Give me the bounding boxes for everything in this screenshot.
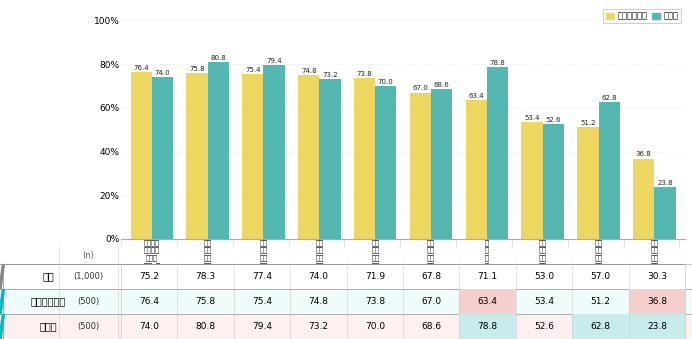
Text: 75.4: 75.4: [245, 67, 261, 73]
Bar: [186, 73, 208, 239]
Text: 75.8: 75.8: [189, 66, 205, 72]
Bar: [459, 314, 516, 339]
Text: 73.2: 73.2: [322, 72, 338, 78]
Bar: [410, 93, 431, 239]
Text: 23.8: 23.8: [657, 180, 673, 186]
Text: 71.9: 71.9: [365, 272, 385, 281]
Bar: [466, 100, 487, 239]
Text: 63.4: 63.4: [468, 93, 484, 99]
Text: 75.4: 75.4: [252, 297, 272, 306]
Text: (1,000): (1,000): [73, 272, 103, 281]
Text: 仕
事
を
任
せ
て
く
れ
る: 仕 事 を 任 せ て く れ る: [485, 239, 489, 307]
Text: 36.8: 36.8: [647, 297, 667, 306]
Text: 73.8: 73.8: [356, 71, 372, 77]
Text: 73.8: 73.8: [365, 297, 385, 306]
Text: 70.0: 70.0: [378, 79, 394, 85]
Text: 67.0: 67.0: [412, 85, 428, 92]
Bar: [628, 314, 685, 339]
Text: 62.8: 62.8: [601, 95, 617, 101]
Text: 78.3: 78.3: [196, 272, 216, 281]
Text: 74.0: 74.0: [139, 322, 159, 331]
Bar: [0, 314, 692, 339]
Text: 74.0: 74.0: [154, 70, 170, 76]
Text: (n): (n): [82, 251, 94, 260]
Text: く公
れ平
　に
　評
　価
　し
　て: く公 れ平 に 評 価 し て: [260, 239, 268, 292]
Text: 53.4: 53.4: [534, 297, 554, 306]
Bar: [0, 289, 692, 314]
Bar: [152, 77, 173, 239]
Text: 76.4: 76.4: [139, 297, 159, 306]
Text: も仕
　事
　の
　ミ
　ス
　が
　あ
　っ
　て
　、
　叱
　ら
　な
　い: も仕 事 の ミ ス が あ っ て 、 叱 ら な い: [650, 239, 658, 339]
Text: 77.4: 77.4: [252, 272, 272, 281]
Text: 51.2: 51.2: [580, 120, 596, 126]
Bar: [599, 102, 620, 239]
Text: 67.0: 67.0: [421, 297, 441, 306]
Text: 53.0: 53.0: [534, 272, 554, 281]
Bar: [0, 264, 692, 289]
Text: (500): (500): [77, 322, 100, 331]
Text: 管理職: 管理職: [39, 321, 57, 332]
Text: 75.8: 75.8: [196, 297, 216, 306]
Text: 78.8: 78.8: [489, 60, 505, 66]
Text: 73.2: 73.2: [309, 322, 329, 331]
Bar: [298, 76, 319, 239]
Text: し成
て果
くに
れ対
　し
　て
　評
　価: し成 て果 くに れ対 し て 評 価: [203, 239, 212, 299]
Bar: [655, 187, 675, 239]
Bar: [543, 124, 564, 239]
Legend: デジタル世代, 管理職: デジタル世代, 管理職: [603, 9, 681, 23]
Bar: [375, 86, 397, 239]
Text: 52.6: 52.6: [534, 322, 554, 331]
Text: て好
くき
れな
　仕
　事
　を
　や
　ら
　せ: て好 くき れな 仕 事 を や ら せ: [538, 239, 547, 307]
Bar: [319, 79, 340, 239]
Text: 52.6: 52.6: [545, 117, 561, 123]
Bar: [522, 122, 543, 239]
Text: 68.6: 68.6: [434, 82, 450, 88]
Text: 仕挑
事戦
をし
任が
せい
ての
くあ
れる
る: 仕挑 事戦 をし 任が せい ての くあ れる る: [594, 239, 603, 307]
Text: 62.8: 62.8: [590, 322, 610, 331]
Bar: [459, 289, 516, 314]
Text: 23.8: 23.8: [647, 322, 667, 331]
Text: 全体: 全体: [43, 272, 54, 281]
Text: 78.8: 78.8: [477, 322, 498, 331]
Text: く明
れ確
　な
　指
　示
　を
　し
　て: く明 れ確 な 指 示 を し て: [371, 239, 379, 299]
Bar: [264, 65, 284, 239]
Text: 67.8: 67.8: [421, 272, 441, 281]
Text: 79.4: 79.4: [252, 322, 272, 331]
Text: 57.0: 57.0: [590, 272, 610, 281]
Text: 36.8: 36.8: [636, 152, 652, 157]
Bar: [131, 72, 152, 239]
Bar: [577, 127, 599, 239]
Text: 74.0: 74.0: [309, 272, 329, 281]
Bar: [633, 159, 655, 239]
Bar: [572, 314, 628, 339]
Bar: [628, 289, 685, 314]
Text: 75.2: 75.2: [139, 272, 159, 281]
Bar: [431, 89, 453, 239]
Text: れいて仕
るて相で
　談困
　に っ
　乗た
　っ事
　てに
　くつ
　れい
　るて: れいて仕 るて相で 談困 に っ 乗た っ事 てに くつ れい るて: [144, 239, 160, 314]
Text: 80.8: 80.8: [210, 55, 226, 61]
Text: 71.1: 71.1: [477, 272, 498, 281]
Text: 51.2: 51.2: [590, 297, 610, 306]
Bar: [354, 78, 375, 239]
Text: (500): (500): [77, 297, 100, 306]
Text: 76.4: 76.4: [134, 65, 149, 71]
Bar: [242, 74, 264, 239]
Text: 79.4: 79.4: [266, 58, 282, 64]
Text: 74.8: 74.8: [301, 68, 316, 74]
Text: 63.4: 63.4: [477, 297, 498, 306]
Bar: [208, 62, 229, 239]
Bar: [487, 67, 508, 239]
Text: 70.0: 70.0: [365, 322, 385, 331]
Text: 80.8: 80.8: [196, 322, 216, 331]
Text: 53.4: 53.4: [525, 115, 540, 121]
Text: デジタル世代: デジタル世代: [31, 297, 66, 306]
Text: 68.6: 68.6: [421, 322, 441, 331]
Text: 74.8: 74.8: [309, 297, 329, 306]
Text: 30.3: 30.3: [647, 272, 667, 281]
Text: 聞自
い分
ての
く話
れを
　真
　剣
　に: 聞自 い分 ての く話 れを 真 剣 に: [316, 239, 323, 299]
Text: す目
る標
こに
と対
がし
でて
きリ
るー
　ド: す目 る標 こに と対 がし でて きリ るー ド: [427, 239, 435, 307]
